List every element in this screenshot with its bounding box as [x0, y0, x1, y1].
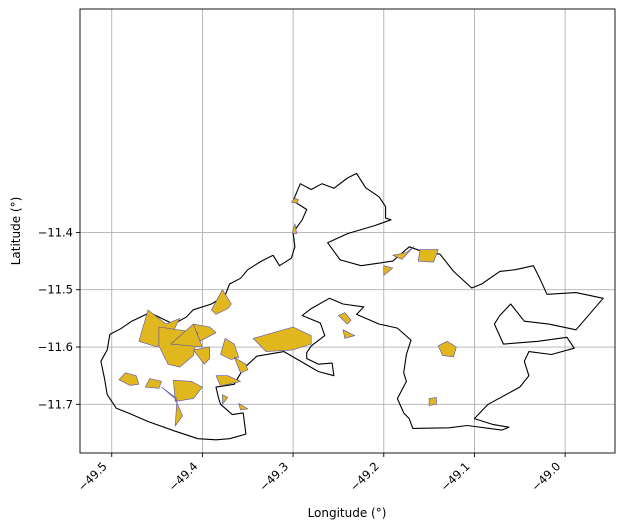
y-axis-title: Latitude (°): [9, 197, 23, 266]
land-patch: [428, 397, 437, 406]
y-tick-label: −11.5: [38, 283, 73, 297]
land-patch: [383, 265, 394, 276]
land-patch: [215, 375, 241, 387]
y-tick-label: −11.7: [38, 397, 73, 411]
land-patch: [338, 312, 352, 325]
land-patch: [290, 197, 299, 204]
y-tick-label: −11.6: [38, 340, 73, 354]
x-axis-title: Longitude (°): [308, 506, 387, 520]
land-patch: [145, 378, 162, 389]
land-patch: [252, 326, 312, 352]
gridlines: [80, 9, 615, 453]
land-patch: [118, 372, 140, 386]
land-patch: [417, 249, 439, 263]
land-patch: [437, 340, 457, 358]
plot-frame: [79, 8, 616, 454]
land-patch: [170, 323, 203, 348]
y-axis-ticks: −11.4 −11.5 −11.6 −11.7: [38, 225, 80, 411]
land-patch: [193, 346, 210, 365]
land-patch: [211, 289, 232, 315]
land-patch: [222, 394, 229, 405]
land-patch: [342, 329, 356, 339]
land-patch: [392, 246, 415, 260]
land-patch: [291, 223, 298, 234]
land-patch: [161, 386, 183, 427]
y-tick-label: −11.4: [38, 225, 73, 239]
land-patch: [238, 402, 249, 411]
land-patch: [233, 356, 249, 374]
patch-layer: [118, 197, 457, 427]
